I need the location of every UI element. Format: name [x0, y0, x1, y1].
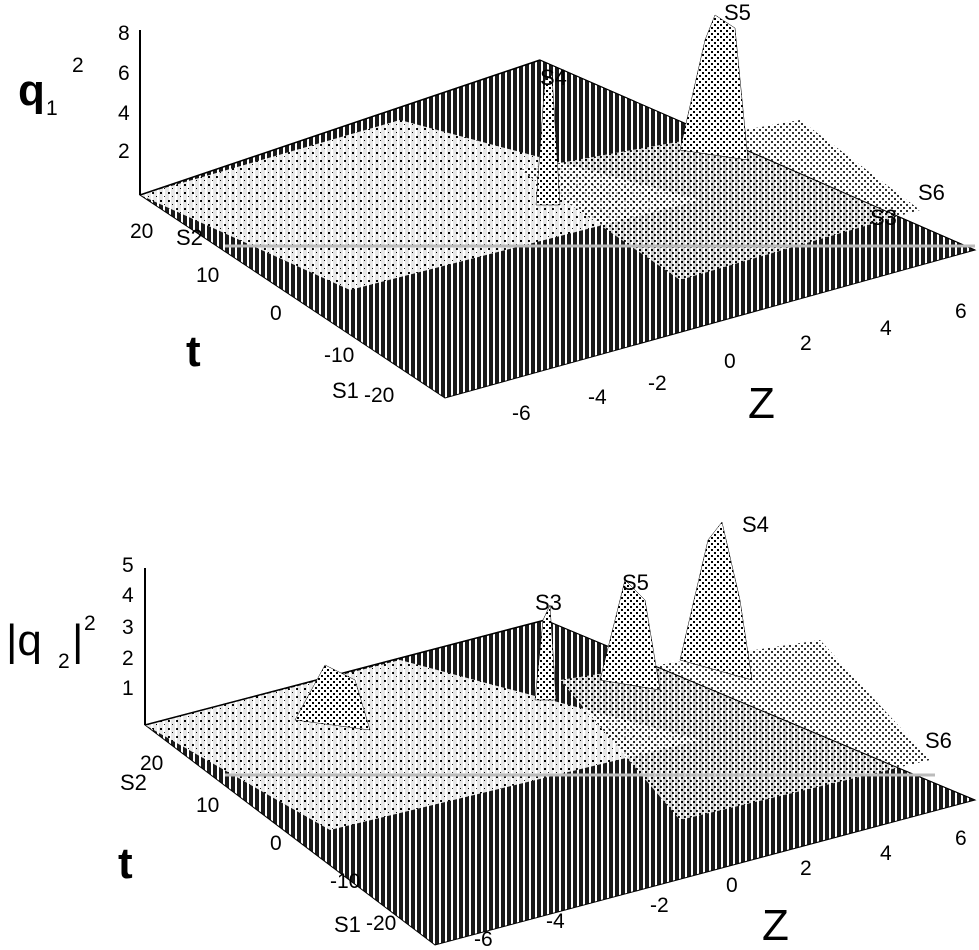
height-tick: 6 [118, 62, 130, 85]
z-ticks: 6 4 2 0 -2 -4 -6 [512, 300, 967, 425]
z-axis-title: q 1 2 [18, 54, 84, 120]
t-ticks: 20 10 0 -10 -20 [130, 220, 394, 407]
t-tick: 0 [270, 832, 282, 855]
height-tick: 1 [122, 677, 134, 700]
peak-side [599, 579, 661, 691]
height-tick: 4 [118, 102, 130, 125]
z-tick: -2 [648, 372, 667, 395]
peak-s4 [535, 74, 561, 206]
back-edge-left [139, 59, 541, 196]
t-tick: 0 [270, 302, 282, 325]
t-tick: 10 [196, 794, 219, 817]
height-ticks: 1 2 3 4 5 [122, 554, 134, 700]
t-tick: -10 [330, 870, 360, 893]
z-tick: 2 [800, 857, 812, 880]
z-axis-title: |q 2 | 2 [6, 612, 96, 673]
zlabel-main: |q [6, 616, 42, 665]
marker-label: S1 [332, 378, 359, 403]
surface-plot-q2: 1 2 3 4 5 |q 2 | 2 20 10 0 -10 -20 t 6 4… [6, 512, 977, 950]
peak-s5 [534, 604, 557, 701]
height-tick: 5 [122, 554, 134, 577]
back-edge-left [144, 619, 546, 726]
z-tick: 4 [880, 317, 892, 340]
marker-label: S2 [176, 225, 203, 250]
t-tick: 10 [196, 264, 219, 287]
z-tick: 6 [955, 300, 967, 323]
zlabel-main: q [18, 66, 45, 115]
z-tick: -2 [650, 894, 669, 917]
marker-label: S3 [870, 205, 897, 230]
marker-label: S6 [918, 180, 945, 205]
height-tick: 3 [122, 616, 134, 639]
zlabel-sup: 2 [72, 54, 84, 77]
t-ticks: 20 10 0 -10 -20 [140, 752, 396, 935]
height-tick: 8 [118, 22, 130, 45]
peak-s5 [679, 14, 749, 161]
z-axis-label: Z [762, 901, 789, 950]
z-tick: -4 [546, 910, 565, 933]
t-axis-label: t [186, 327, 201, 376]
marker-label: S5 [622, 570, 649, 595]
t-tick: -20 [366, 912, 396, 935]
height-tick: 2 [122, 647, 134, 670]
marker-label: S2 [120, 770, 147, 795]
marker-label: S3 [535, 590, 562, 615]
surface-plot-q1: 2 4 6 8 q 1 2 20 10 0 -10 -20 t 6 4 2 0 … [18, 0, 977, 428]
t-tick: 20 [140, 752, 163, 775]
marker-label: S5 [724, 0, 751, 25]
z-tick: 2 [800, 332, 812, 355]
marker-label: S6 [925, 728, 952, 753]
z-tick: 6 [955, 827, 967, 850]
peak-s4 [679, 521, 753, 681]
peak-left [294, 664, 371, 731]
z-tick: 0 [726, 874, 738, 897]
t-tick: 20 [130, 220, 153, 243]
soliton-markers: S1 S2 S3 S4 S5 S6 [176, 0, 945, 403]
height-tick: 2 [118, 140, 130, 163]
z-axis-label: Z [748, 379, 775, 428]
marker-label: S4 [540, 65, 567, 90]
marker-label: S1 [334, 912, 361, 937]
surface-mesh-light-band [145, 660, 700, 830]
marker-label: S4 [742, 512, 769, 537]
t-tick: -10 [324, 344, 354, 367]
back-edge-right [539, 59, 976, 251]
zlabel-bar: | [72, 616, 83, 665]
zlabel-sub: 1 [46, 97, 58, 120]
z-tick: 0 [724, 350, 736, 373]
z-tick: -6 [474, 928, 493, 950]
z-tick: 4 [880, 842, 892, 865]
height-tick: 4 [122, 584, 134, 607]
height-ticks: 2 4 6 8 [118, 22, 130, 163]
t-axis-label: t [118, 839, 133, 888]
z-tick: -4 [588, 386, 607, 409]
z-ticks: 6 4 2 0 -2 -4 -6 [474, 827, 967, 950]
zlabel-sup: 2 [84, 612, 96, 635]
surface-mesh-light-band-2 [520, 120, 920, 280]
t-tick: -20 [364, 384, 394, 407]
zlabel-sub: 2 [58, 650, 70, 673]
soliton-markers: S1 S2 S3 S4 S5 S6 [120, 512, 952, 937]
z-tick: -6 [512, 402, 531, 425]
